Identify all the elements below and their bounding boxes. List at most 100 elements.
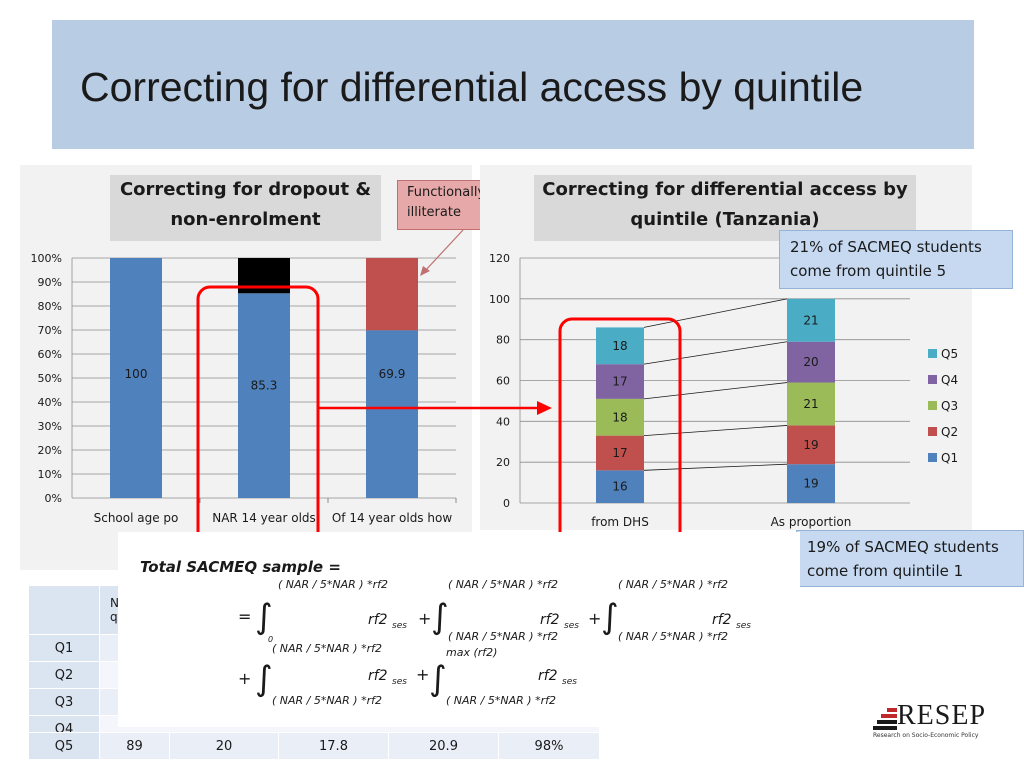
legend-swatch: [928, 375, 937, 384]
legend-box: [920, 340, 962, 470]
y-tick-label: 120: [489, 252, 510, 265]
data-label: 16: [612, 480, 627, 494]
bar-segment: [596, 327, 644, 365]
y-tick-label: 70%: [38, 324, 62, 337]
data-label: 19: [803, 477, 818, 491]
table-cell: 20.9: [388, 732, 499, 760]
y-tick-label: 60: [496, 375, 510, 388]
x-tick-label: from DHS: [591, 515, 649, 529]
left-chart: 0% 10% 20% 30% 40% 50% 60% 70% 80% 90% 100% 100 Scho…: [31, 252, 457, 525]
formula-integral: ∫: [431, 597, 449, 637]
formula-rf2-term: rf2: [368, 668, 388, 684]
formula-lower-bound: 0: [268, 635, 273, 644]
y-tick-label: 0%: [45, 492, 62, 505]
data-label: 69.9: [379, 367, 406, 381]
bar-segment: [596, 435, 644, 471]
formula-plus: +: [588, 609, 601, 628]
formula-plus: +: [418, 609, 431, 628]
formula-upper-max: max (rf2): [446, 646, 497, 659]
data-label: 19: [803, 438, 818, 452]
data-label: 18: [612, 410, 627, 424]
formula-upper-bound: ( NAR / 5*NAR ) *rf2: [272, 642, 382, 655]
data-label: 85.3: [251, 379, 278, 393]
formula-integral: ∫: [429, 659, 447, 699]
formula-upper-bound: ( NAR / 5*NAR ) *rf2: [448, 578, 558, 591]
y-tick-label: 60%: [38, 348, 62, 361]
series-connector: [643, 341, 788, 365]
x-tick-label: Of 14 year olds how: [332, 511, 452, 525]
legend-swatch: [928, 427, 937, 436]
series-connector: [643, 382, 788, 400]
data-label: 17: [612, 375, 627, 389]
data-label: 20: [803, 355, 818, 369]
resep-logo-block: RESEP Research on Socio-Economic Policy: [873, 700, 986, 739]
formula-lower-bound: ( NAR / 5*NAR ) *rf2: [618, 630, 728, 643]
formula-rf2-term: rf2: [538, 668, 558, 684]
right-chart: 0 20 40 60 80 100 120 16 17 18 17 18 from DHS 19 19 21 2…: [489, 252, 962, 529]
y-tick-label: 50%: [38, 372, 62, 385]
legend-swatch: [928, 349, 937, 358]
row-label-q1: Q1: [28, 634, 100, 662]
y-tick-label: 90%: [38, 276, 62, 289]
legend-label: Q1: [941, 451, 958, 465]
series-connector: [643, 463, 788, 471]
y-tick-label: 80%: [38, 300, 62, 313]
table-cell: 89: [99, 732, 170, 760]
x-tick-label: As proportion: [771, 515, 852, 529]
data-label: 17: [612, 446, 627, 460]
callout-pointer: [423, 229, 464, 273]
formula-equals: =: [238, 607, 251, 626]
y-tick-label: 10%: [38, 468, 62, 481]
x-tick-label: NAR 14 year olds: [212, 511, 316, 525]
formula-rhs: = ∫ 0 ( NAR / 5*NAR ) *rf2 rf2 ses + ∫ (…: [238, 578, 751, 707]
title-bar: [52, 20, 974, 149]
legend-label: Q4: [941, 373, 958, 387]
callout-pointer-head: [420, 266, 430, 276]
series-connector: [643, 298, 788, 328]
formula-lower-bound: ( NAR / 5*NAR ) *rf2: [446, 694, 556, 707]
y-tick-label: 100%: [31, 252, 62, 265]
formula-lower-bound: ( NAR / 5*NAR ) *rf2: [448, 630, 558, 643]
formula-ses-sub: ses: [392, 621, 407, 631]
bar-segment: [366, 330, 418, 498]
legend-label: Q3: [941, 399, 958, 413]
data-label: 100: [125, 367, 148, 381]
bar-segment: [787, 298, 835, 342]
formula-rf2-term: rf2: [368, 612, 388, 628]
legend-label: Q5: [941, 347, 958, 361]
resep-steps-icon: [873, 708, 897, 730]
formula-ses-sub: ses: [562, 677, 577, 687]
formula-lower-bound: ( NAR / 5*NAR ) *rf2: [272, 694, 382, 707]
formula-lhs: Total SACMEQ sample =: [140, 558, 341, 576]
legend-swatch: [928, 401, 937, 410]
table-row: Q5 89 20 17.8 20.9 98%: [28, 732, 600, 760]
resep-logo: RESEP: [873, 700, 986, 732]
row-label-q5: Q5: [28, 732, 100, 760]
formula-overlay: Total SACMEQ sample = = ∫ 0 ( NAR / 5*NA…: [118, 532, 800, 727]
y-tick-label: 30%: [38, 420, 62, 433]
table-header-corner: [28, 585, 100, 635]
bar-segment: [110, 258, 162, 498]
left-chart-heading: Correcting for dropout & non-enrolment: [110, 175, 381, 241]
y-tick-label: 40%: [38, 396, 62, 409]
legend-label: Q2: [941, 425, 958, 439]
bar-segment: [366, 258, 418, 331]
bar-segment: [596, 398, 644, 436]
bar-segment: [787, 464, 835, 503]
resep-wordmark: RESEP: [897, 700, 987, 731]
bar-segment: [238, 293, 290, 498]
x-tick-label: School age po: [94, 511, 179, 525]
table-cell: 17.8: [278, 732, 389, 760]
formula-rf2-term: rf2: [540, 612, 560, 628]
left-chart-heading-text: Correcting for dropout & non-enrolment: [119, 179, 372, 230]
table-cell: 98%: [498, 732, 600, 760]
formula-integral: ∫: [601, 597, 619, 637]
formula-plus: +: [416, 665, 429, 684]
formula-integral: ∫: [255, 597, 273, 637]
arrow-head: [537, 401, 552, 415]
row-label-q2: Q2: [28, 661, 100, 689]
data-label: 21: [803, 397, 818, 411]
formula-upper-bound: ( NAR / 5*NAR ) *rf2: [618, 578, 728, 591]
y-tick-label: 40: [496, 415, 510, 428]
series-connector: [643, 425, 788, 437]
